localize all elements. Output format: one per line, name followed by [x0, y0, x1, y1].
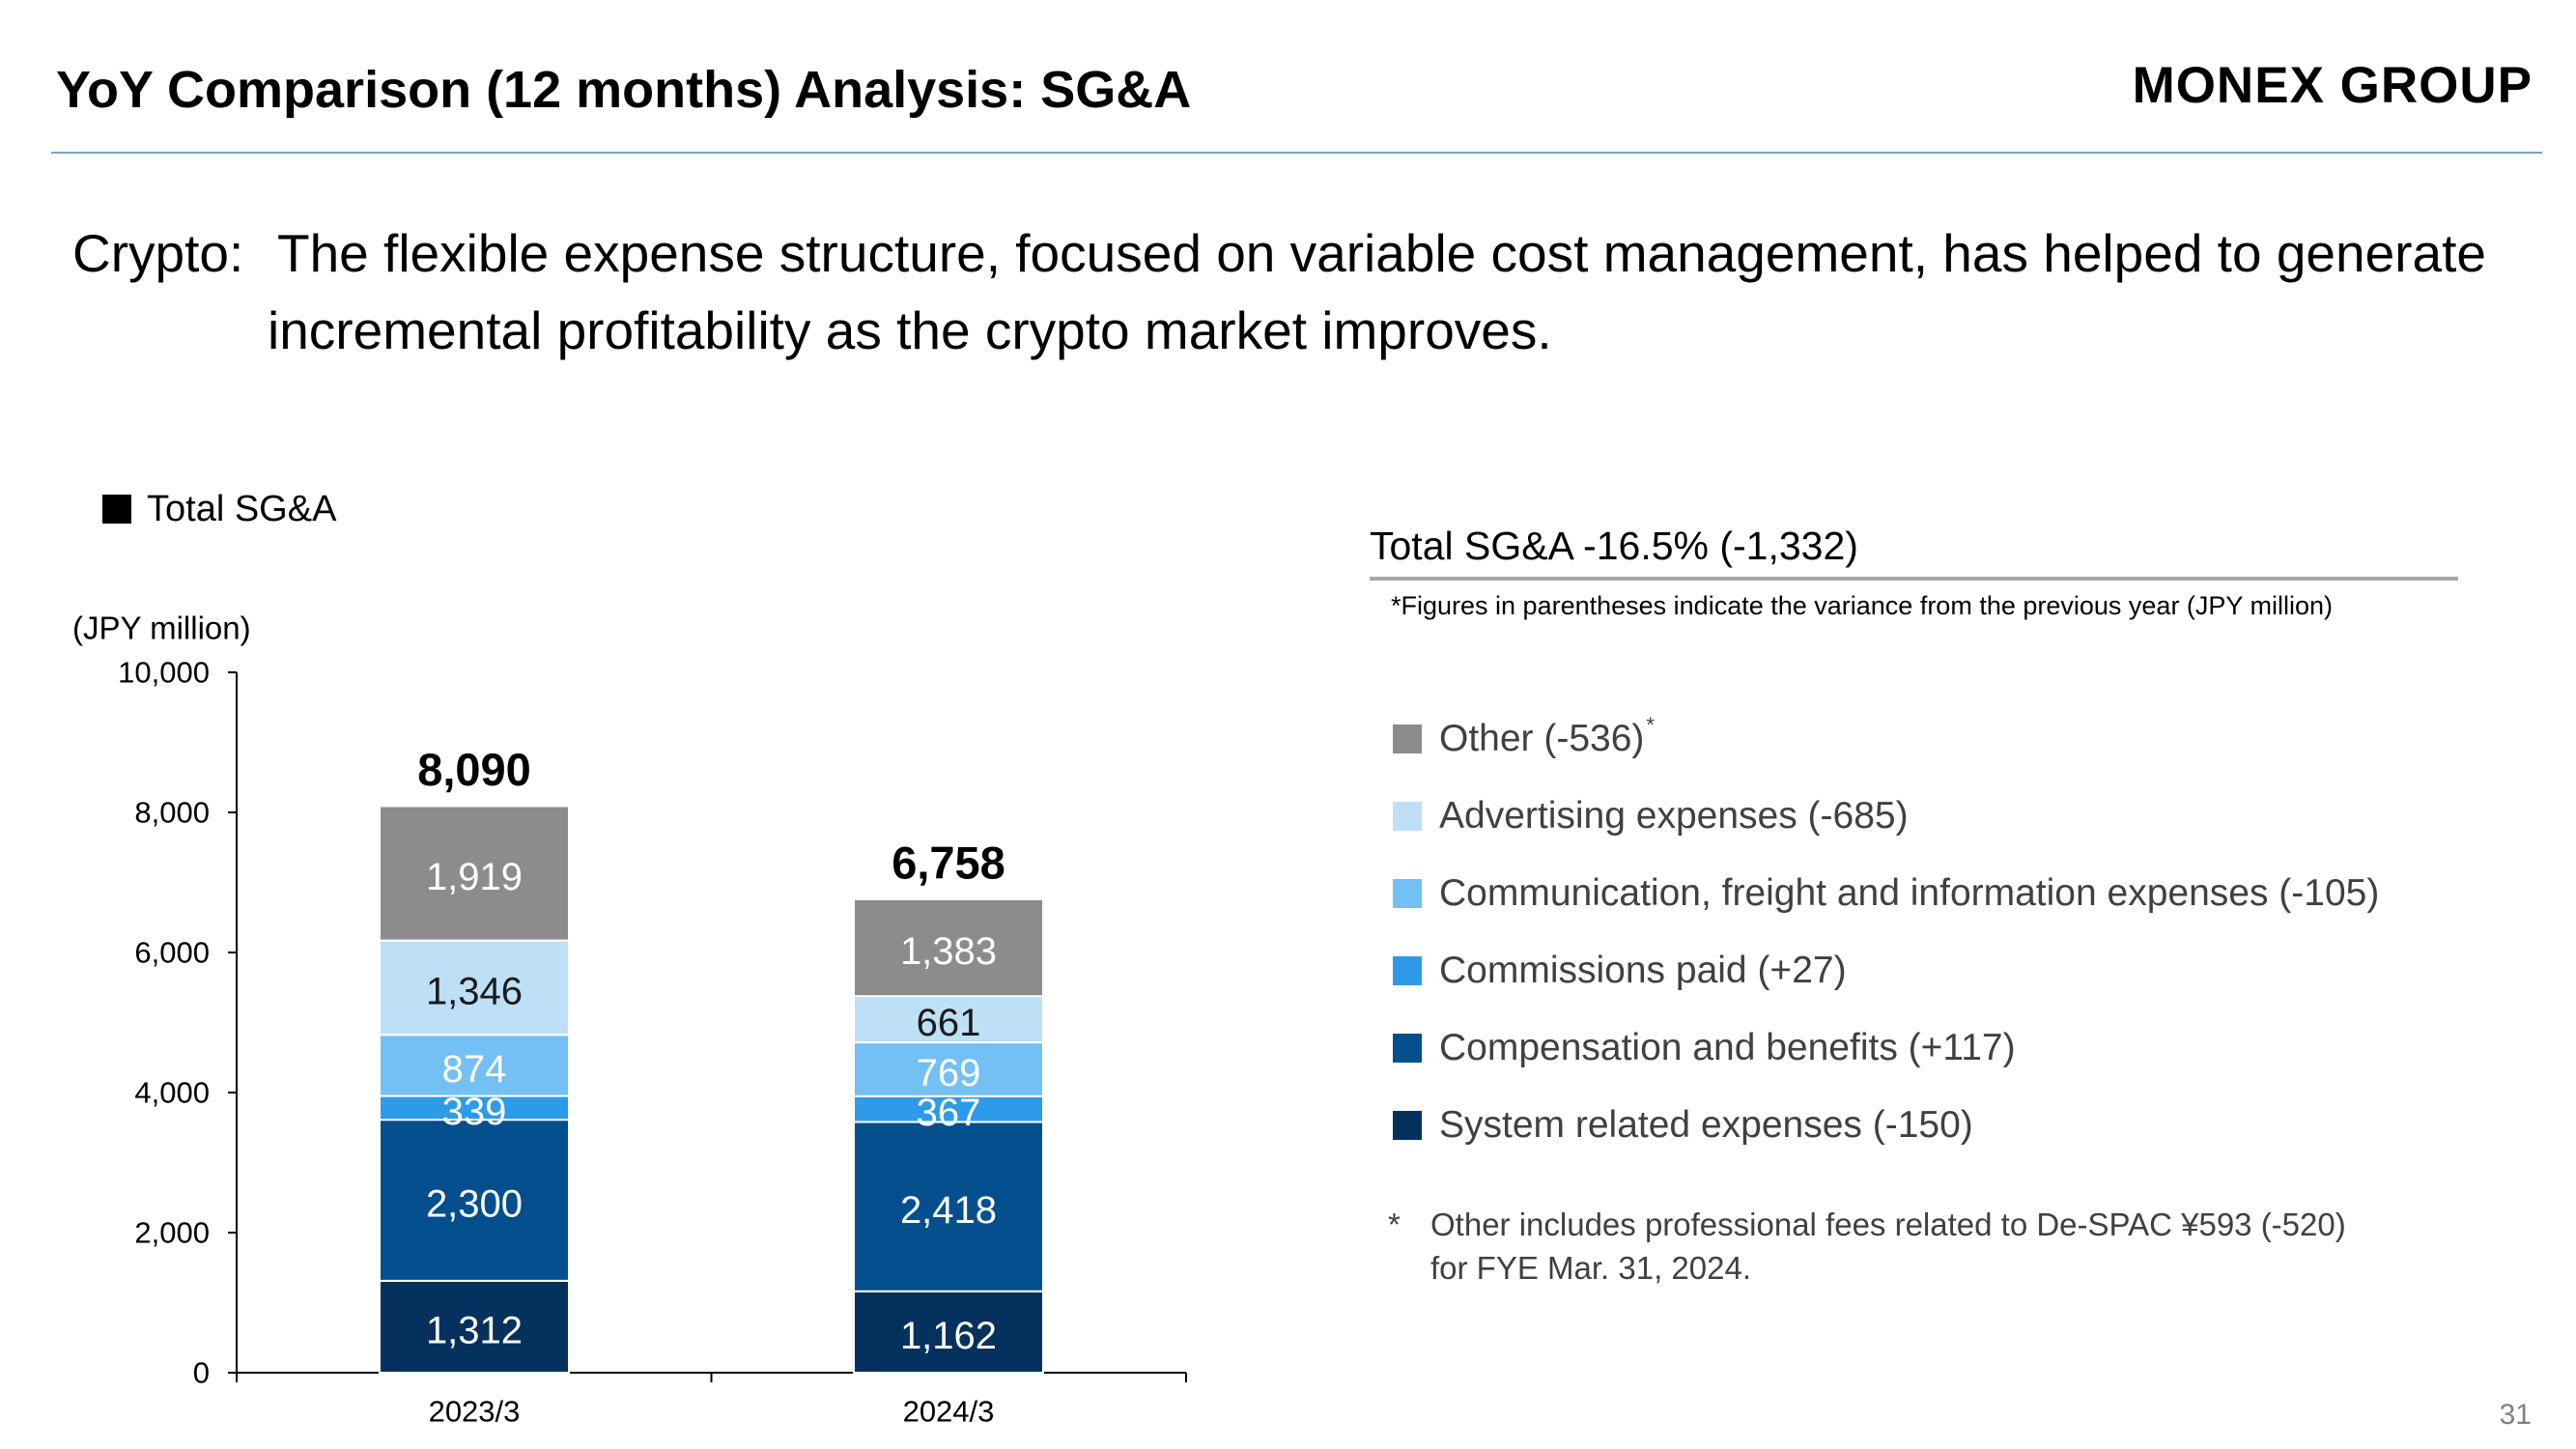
y-tick-label: 10,000 [118, 656, 210, 690]
legend-item-other: Other (-536) * [1393, 713, 1655, 763]
x-tick-label: 2023/3 [429, 1395, 521, 1429]
bar-segment [379, 1094, 570, 1122]
legend-item-communication: Communication, freight and information e… [1393, 869, 2379, 918]
segment-value-label: 874 [442, 1048, 507, 1091]
bar-segment [379, 1034, 570, 1097]
legend-label-communication: Communication, freight and information e… [1439, 872, 2380, 914]
legend-item-compensation: Compensation and benefits (+117) [1393, 1024, 2016, 1072]
legend-swatch-other [1393, 724, 1422, 753]
y-axis-title: (JPY million) [72, 611, 251, 646]
y-tick-label: 8,000 [134, 796, 210, 830]
y-tick-label: 6,000 [134, 936, 210, 970]
y-tick-label: 2,000 [134, 1216, 210, 1250]
legend-label-commissions: Commissions paid (+27) [1439, 950, 1847, 991]
company-logo: MONEX GROUP [2132, 57, 2533, 114]
segment-value-label: 1,162 [900, 1315, 997, 1357]
segment-value-label: 769 [917, 1052, 981, 1094]
segment-value-label: 1,346 [426, 970, 523, 1012]
segment-value-label: 1,383 [900, 930, 997, 973]
legend-footnote-mark: * [1646, 713, 1655, 737]
headline-text-1: The flexible expense structure, focused … [277, 223, 2486, 283]
segment-value-label: 367 [917, 1092, 981, 1134]
headline-line-1: Crypto: The flexible expense structure, f… [72, 214, 2545, 292]
bar-segment [853, 1041, 1044, 1097]
segment-value-label: 2,418 [900, 1189, 997, 1232]
bar-total-label: 6,758 [892, 838, 1005, 889]
segment-value-label: 2,300 [426, 1183, 523, 1226]
y-tick-label: 0 [193, 1356, 210, 1390]
legend-label-advertising: Advertising expenses (-685) [1439, 795, 1909, 837]
x-tick-label: 2024/3 [903, 1395, 995, 1429]
page-number: 31 [2499, 1399, 2532, 1431]
footnote-mark: * [1388, 1207, 1401, 1242]
legend-swatch-advertising [1393, 802, 1422, 831]
headline-text-2: incremental profitability as the crypto … [268, 300, 1552, 360]
headline: Crypto: The flexible expense structure, f… [72, 214, 2545, 369]
panel-heading: Total SG&A -16.5% (-1,332) [1370, 524, 1858, 568]
bar-segment [379, 1119, 570, 1282]
footnote-line-1: Other includes professional fees related… [1430, 1207, 2346, 1242]
total-legend-label: Total SG&A [147, 489, 337, 529]
bar-segment [853, 995, 1044, 1044]
legend-item-commissions: Commissions paid (+27) [1393, 947, 1847, 995]
legend-swatch-compensation [1393, 1034, 1422, 1063]
bar-total-label: 8,090 [417, 744, 531, 795]
legend-label-system: System related expenses (-150) [1439, 1104, 1973, 1146]
segment-value-label: 339 [442, 1091, 507, 1133]
bar-segment [853, 1094, 1044, 1123]
headline-label: Crypto: [72, 223, 244, 283]
title-divider [51, 152, 2542, 154]
segment-value-label: 1,312 [426, 1309, 523, 1351]
segment-value-label: 1,919 [426, 856, 523, 898]
legend-swatch-system [1393, 1111, 1422, 1140]
legend-swatch-communication [1393, 879, 1422, 908]
panel-divider [1370, 577, 2458, 581]
bar-segment [853, 897, 1044, 998]
footnote: * Other includes professional fees relate… [1388, 1203, 2346, 1290]
slide-title: YoY Comparison (12 months) Analysis: SG&… [56, 61, 1192, 119]
legend-item-advertising: Advertising expenses (-685) [1393, 792, 1909, 840]
y-tick-label: 4,000 [134, 1076, 210, 1110]
legend-label-compensation: Compensation and benefits (+117) [1439, 1027, 2016, 1068]
bar-segment [379, 1279, 570, 1375]
panel-note: *Figures in parentheses indicate the var… [1391, 591, 2333, 620]
legend-swatch-commissions [1393, 956, 1422, 985]
bar-segment [379, 939, 570, 1037]
bar-segment [379, 805, 570, 942]
legend-label-other: Other (-536) [1439, 718, 1645, 759]
segment-value-label: 661 [917, 1002, 981, 1044]
total-legend-swatch [102, 495, 131, 524]
bar-segment [853, 1121, 1044, 1293]
bar-segment [853, 1290, 1044, 1375]
footnote-line-2: for FYE Mar. 31, 2024. [1430, 1250, 1751, 1286]
legend-item-system: System related expenses (-150) [1393, 1101, 1973, 1150]
